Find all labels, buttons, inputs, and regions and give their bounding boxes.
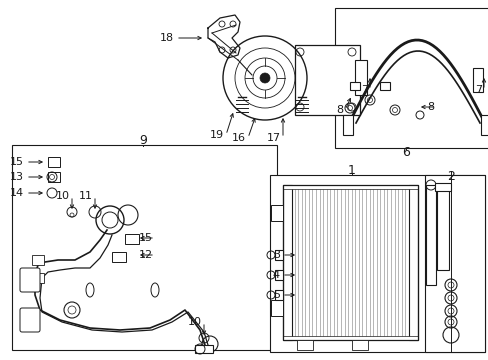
Bar [294,45,359,115]
Text: 9: 9 [139,134,146,147]
Text: 12: 12 [139,250,153,260]
Bar [408,185,417,340]
Ellipse shape [86,283,94,297]
Bar [48,157,60,167]
Bar [283,185,291,340]
Bar [354,60,366,95]
Text: 14: 14 [10,188,24,198]
Text: 7: 7 [474,85,481,95]
Text: 3: 3 [272,250,280,260]
Text: 17: 17 [266,133,281,143]
Bar [472,68,482,92]
Text: 18: 18 [160,33,174,43]
Bar [351,340,367,350]
Ellipse shape [151,283,159,297]
Text: 6: 6 [401,147,409,159]
Bar [269,175,484,352]
Bar [274,250,283,260]
Bar [32,273,44,283]
Bar [125,234,139,244]
Bar [274,290,283,300]
Text: 19: 19 [209,130,224,140]
Text: 15: 15 [10,157,24,167]
Text: 8: 8 [335,105,342,115]
Bar [32,255,44,265]
Bar [12,145,276,350]
Text: 1: 1 [347,163,355,176]
Bar [112,252,126,262]
Bar [283,185,417,340]
Bar [296,340,312,350]
Bar [342,115,352,135]
Bar [270,205,283,221]
Text: 10: 10 [56,191,70,201]
Text: 11: 11 [79,191,93,201]
Text: 10: 10 [187,317,202,327]
Text: 5: 5 [272,290,280,300]
Bar [48,172,60,182]
Bar [334,8,488,148]
Bar [436,185,448,270]
Text: 13: 13 [10,172,24,182]
Text: 15: 15 [139,233,153,243]
Bar [283,185,417,189]
Bar [434,183,450,191]
Bar [425,185,435,285]
FancyBboxPatch shape [20,268,40,292]
Bar [283,336,417,340]
Text: 8: 8 [426,102,433,112]
Bar [480,115,488,135]
Bar [195,345,213,353]
Text: 7: 7 [360,85,367,95]
Bar [270,300,283,316]
Text: 4: 4 [272,270,280,280]
Bar [349,82,359,90]
Bar [424,175,484,352]
FancyBboxPatch shape [20,308,40,332]
Bar [380,82,389,90]
Bar [274,270,283,280]
Text: 16: 16 [231,133,245,143]
Text: 2: 2 [446,171,454,184]
Circle shape [260,73,269,83]
